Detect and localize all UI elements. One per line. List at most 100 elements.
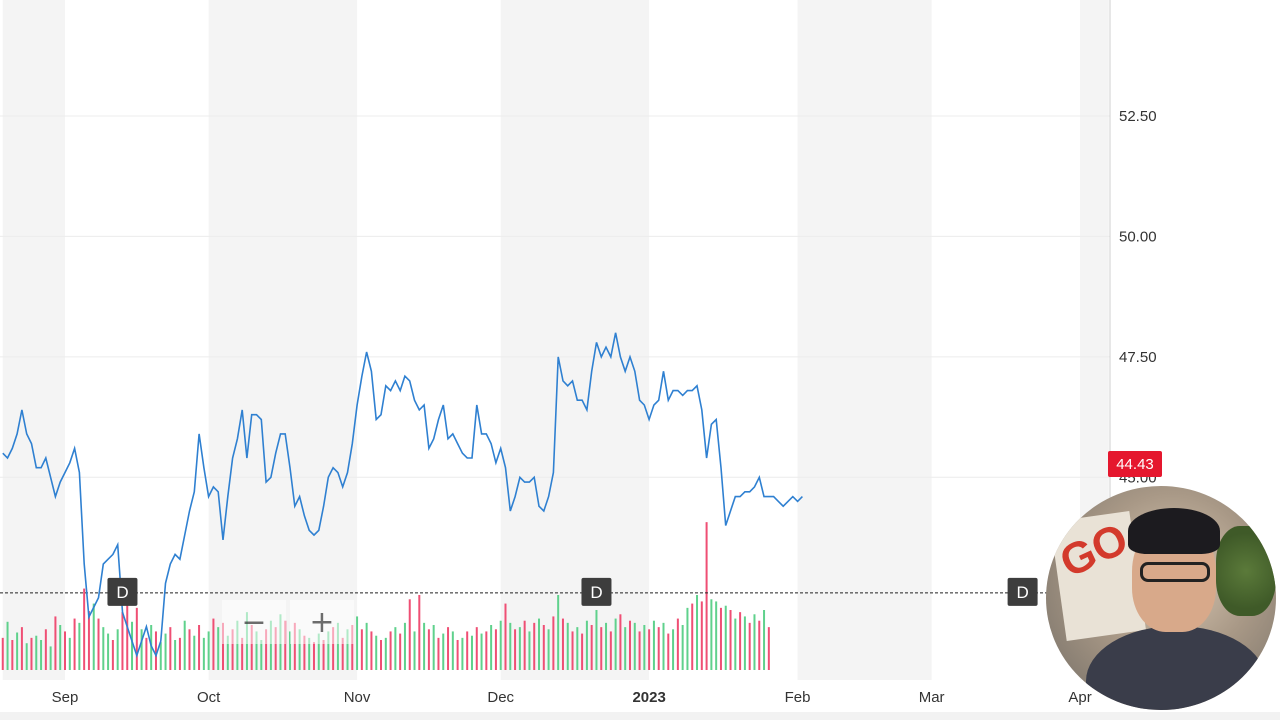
volume-bar [164, 633, 167, 670]
volume-bar [605, 622, 608, 670]
volume-bar [710, 599, 713, 670]
volume-bar [538, 618, 541, 670]
dividend-marker [1007, 577, 1038, 606]
volume-bar [528, 631, 531, 670]
volume-bar [126, 599, 129, 670]
volume-bar [633, 622, 636, 670]
volume-bar [25, 643, 28, 670]
volume-bar [375, 635, 378, 670]
volume-bar [427, 629, 430, 670]
volume-bar [73, 618, 76, 670]
background-plant [1216, 526, 1276, 616]
volume-bar [643, 625, 646, 670]
volume-bar [758, 620, 761, 670]
volume-bar [260, 640, 263, 670]
volume-bar [116, 629, 119, 670]
y-tick-label: 50.00 [1119, 228, 1157, 245]
current-price-badge: 44.43 [1108, 451, 1162, 477]
volume-bar [696, 595, 699, 670]
volume-bar [384, 637, 387, 670]
volume-bar [533, 622, 536, 670]
volume-bar [547, 629, 550, 670]
volume-bar [78, 622, 81, 670]
dividend-marker [107, 577, 138, 606]
volume-bar [68, 637, 71, 670]
volume-bar [523, 620, 526, 670]
volume-bar [743, 616, 746, 670]
volume-bar [614, 618, 617, 670]
x-tick-label: Apr [1068, 689, 1091, 706]
volume-bar [64, 631, 66, 670]
x-tick-label: 2023 [632, 689, 665, 706]
zoom-in-button[interactable]: + [290, 600, 354, 644]
volume-bar [700, 601, 703, 670]
bottom-border [0, 712, 1280, 720]
volume-bar [514, 629, 517, 670]
volume-bar [154, 631, 157, 670]
volume-bar [672, 629, 675, 670]
volume-bar [719, 607, 722, 670]
volume-bar [312, 642, 315, 670]
volume-bar [202, 637, 205, 670]
zoom-out-button[interactable]: − [222, 600, 286, 644]
volume-bar [566, 622, 569, 670]
x-tick-label: Oct [197, 689, 221, 706]
volume-bar [715, 601, 718, 670]
volume-bar [255, 631, 258, 670]
volume-bar [413, 631, 416, 670]
volume-bar [403, 622, 406, 670]
price-line [2, 332, 803, 659]
volume-bar [341, 637, 344, 670]
volume-bar [470, 635, 473, 670]
volume-bar [40, 640, 43, 670]
volume-bar [92, 603, 95, 670]
volume-bar [676, 618, 679, 670]
volume-bar [102, 627, 105, 670]
volume-bar [49, 646, 52, 670]
x-tick-label: Mar [919, 689, 945, 706]
volume-bar [284, 620, 287, 670]
volume-bar [399, 633, 402, 670]
volume-bar [135, 607, 138, 670]
month-band [500, 0, 650, 680]
volume-bar [619, 614, 622, 670]
volume-bar [628, 620, 631, 670]
volume-bar [624, 627, 627, 670]
volume-bar [336, 622, 339, 670]
volume-bar [145, 637, 148, 670]
volume-bar [418, 595, 421, 670]
volume-bar [16, 632, 19, 670]
volume-bar [293, 622, 296, 670]
volume-bar [499, 620, 502, 670]
volume-bar [6, 621, 9, 670]
volume-bar [236, 620, 239, 670]
volume-bar [518, 627, 521, 670]
volume-bar [188, 629, 191, 670]
volume-bar [552, 616, 555, 670]
volume-bar [451, 631, 454, 670]
x-tick-label: Dec [487, 689, 514, 706]
volume-bar [308, 637, 311, 670]
volume-bar [159, 642, 162, 670]
month-band [797, 0, 932, 680]
volume-bar [207, 631, 210, 670]
volume-bar [662, 622, 665, 670]
volume-bar [193, 635, 196, 670]
volume-bar [456, 640, 459, 670]
volume-bar [581, 633, 584, 670]
volume-bar [437, 637, 440, 670]
volume-bar [226, 635, 229, 670]
volume-bar [174, 640, 177, 670]
volume-bar [356, 616, 359, 670]
volume-bar [241, 637, 244, 670]
volume-bar [83, 588, 86, 670]
volume-bar [504, 603, 507, 670]
volume-bar [681, 625, 684, 670]
volume-bar [365, 622, 368, 670]
volume-bar [44, 629, 47, 670]
volume-bar [561, 618, 564, 670]
volume-bar [346, 629, 349, 670]
volume-bar [107, 633, 110, 670]
volume-bar [600, 627, 603, 670]
month-band [2, 0, 65, 680]
